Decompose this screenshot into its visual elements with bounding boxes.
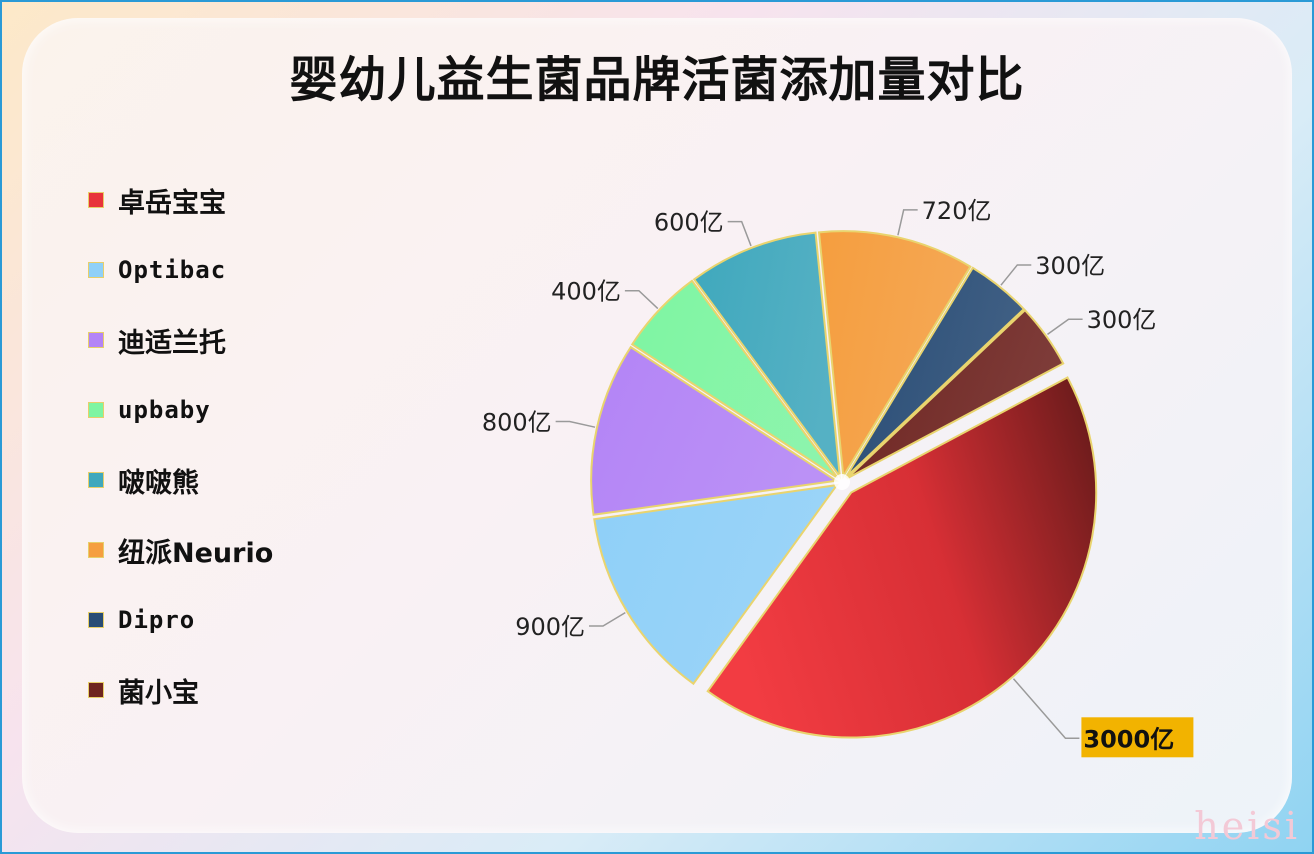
data-label: 900亿	[515, 613, 585, 641]
legend-swatch	[88, 402, 104, 418]
data-label: 800亿	[482, 409, 552, 437]
legend-label: 啵啵熊	[118, 467, 199, 499]
legend-swatch	[88, 192, 104, 208]
legend-item: 卓岳宝宝	[88, 180, 226, 220]
legend-item: 啵啵熊	[88, 460, 199, 500]
legend-item: 纽派Neurio	[88, 530, 273, 570]
legend-label: 纽派Neurio	[118, 537, 274, 569]
legend-item: 菌小宝	[88, 670, 199, 710]
pie-slice	[846, 308, 1065, 480]
legend-label: Dipro	[118, 606, 196, 634]
data-label-highlight-box	[1081, 717, 1194, 758]
legend-swatch	[88, 612, 104, 628]
data-label: 300亿	[1087, 306, 1157, 334]
data-label: 400亿	[551, 278, 621, 306]
data-label: 3000亿	[1083, 725, 1174, 753]
watermark-text: heisi	[1194, 804, 1300, 848]
leader-line	[1012, 678, 1080, 740]
legend-swatch	[88, 682, 104, 698]
legend-label: 迪适兰托	[118, 327, 226, 359]
legend-label: Optibac	[118, 256, 227, 284]
legend-label: 菌小宝	[118, 677, 199, 709]
leader-line	[1047, 318, 1083, 336]
leader-line	[624, 289, 659, 310]
leader-line	[727, 220, 752, 247]
legend-item: Optibac	[88, 250, 226, 290]
leader-line	[589, 611, 626, 627]
legend-label: upbaby	[118, 396, 211, 424]
pie-slice	[692, 231, 842, 480]
legend-item: Dipro	[88, 600, 195, 640]
pie-slice	[593, 483, 840, 686]
leader-line	[555, 420, 596, 428]
leader-line	[1000, 264, 1032, 286]
legend-item: 迪适兰托	[88, 320, 226, 360]
pie-slice	[706, 376, 1098, 739]
legend-swatch	[88, 542, 104, 558]
chart-title: 婴幼儿益生菌品牌活菌添加量对比	[289, 52, 1025, 108]
pie-slice	[817, 230, 972, 480]
pie-slice	[844, 266, 1026, 479]
pie-slice	[630, 279, 839, 479]
legend-swatch	[88, 262, 104, 278]
legend-swatch	[88, 472, 104, 488]
legend-label: 卓岳宝宝	[118, 187, 226, 219]
data-label: 720亿	[922, 197, 992, 225]
legend-item: upbaby	[88, 390, 211, 430]
leader-line	[897, 209, 918, 236]
legend-swatch	[88, 332, 104, 348]
data-label: 300亿	[1035, 252, 1105, 280]
pie-center-highlight	[834, 474, 850, 490]
pie-slice	[590, 345, 839, 516]
data-label: 600亿	[654, 209, 724, 237]
